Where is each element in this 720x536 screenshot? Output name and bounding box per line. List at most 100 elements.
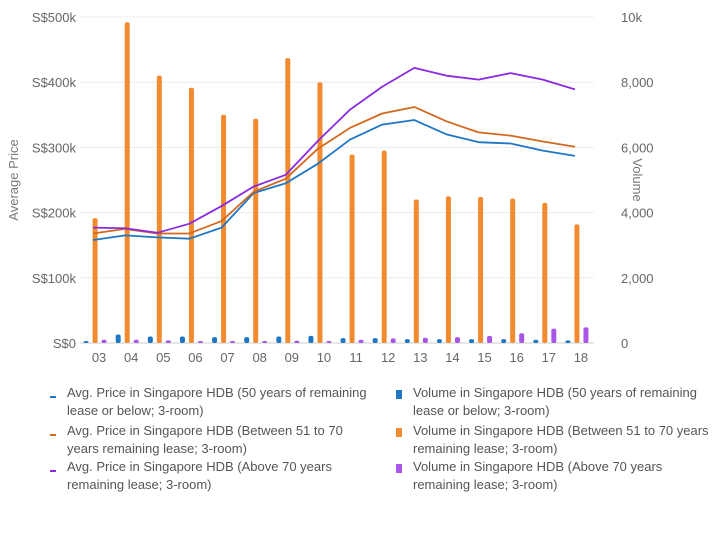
bar-2-15[interactable] bbox=[487, 335, 493, 343]
bar-0-11[interactable] bbox=[340, 338, 346, 343]
bar-2-14[interactable] bbox=[454, 337, 460, 343]
y-tick-label-left: S$400k bbox=[32, 75, 77, 90]
x-tick-label: 08 bbox=[252, 350, 266, 365]
bar-1-17[interactable] bbox=[542, 202, 548, 343]
line-series-1[interactable] bbox=[92, 106, 576, 235]
bar-1-14[interactable] bbox=[445, 196, 451, 343]
y-axis-title-right: Volume bbox=[630, 158, 645, 201]
bar-0-12[interactable] bbox=[372, 338, 378, 343]
bar-0-07[interactable] bbox=[212, 337, 218, 343]
bar-1-18[interactable] bbox=[574, 224, 580, 343]
bar-0-10[interactable] bbox=[308, 335, 314, 343]
bar-0-17[interactable] bbox=[533, 339, 539, 343]
bar-2-05[interactable] bbox=[165, 340, 171, 343]
bar-series bbox=[83, 22, 589, 344]
bar-1-11[interactable] bbox=[349, 154, 355, 343]
bar-1-10[interactable] bbox=[317, 82, 323, 343]
y-tick-label-left: S$100k bbox=[32, 271, 77, 286]
y-tick-label-left: S$0 bbox=[53, 336, 76, 351]
x-tick-label: 09 bbox=[285, 350, 299, 365]
bar-0-05[interactable] bbox=[147, 336, 153, 343]
bar-0-06[interactable] bbox=[179, 336, 185, 343]
bar-2-10[interactable] bbox=[326, 341, 332, 343]
y-tick-label-left: S$200k bbox=[32, 206, 77, 221]
legend-label: Volume in Singapore HDB (Above 70 years … bbox=[413, 459, 663, 492]
chart-area: S$0 S$100k S$200k S$300k S$400k S$500k 0 2,000 4… bbox=[6, 10, 654, 365]
bar-2-12[interactable] bbox=[390, 338, 396, 343]
legend-item-bar-1[interactable]: Volume in Singapore HDB (Between 51 to 7… bbox=[396, 422, 713, 458]
legend-label: Volume in Singapore HDB (50 years of rem… bbox=[413, 385, 697, 418]
bar-1-12[interactable] bbox=[381, 150, 387, 343]
bar-1-07[interactable] bbox=[221, 114, 227, 343]
bar-2-13[interactable] bbox=[422, 337, 428, 343]
line-series-0[interactable] bbox=[92, 119, 576, 241]
x-tick-label: 17 bbox=[542, 350, 556, 365]
legend-item-bar-2[interactable]: Volume in Singapore HDB (Above 70 years … bbox=[396, 458, 713, 494]
gridlines bbox=[80, 16, 594, 344]
bar-2-16[interactable] bbox=[519, 333, 525, 343]
legend-swatch-line-0 bbox=[50, 396, 56, 398]
line-series-2[interactable] bbox=[93, 66, 576, 234]
bar-2-18[interactable] bbox=[583, 327, 589, 343]
bar-1-05[interactable] bbox=[156, 75, 162, 344]
x-tick-label: 04 bbox=[124, 350, 138, 365]
bar-1-04[interactable] bbox=[124, 22, 130, 343]
legend-swatch-line-2 bbox=[50, 470, 56, 472]
bar-0-18[interactable] bbox=[565, 340, 571, 343]
x-tick-label: 06 bbox=[188, 350, 202, 365]
legend-item-line-2[interactable]: Avg. Price in Singapore HDB (Above 70 ye… bbox=[50, 458, 367, 494]
bar-2-08[interactable] bbox=[262, 341, 268, 343]
x-tick-label: 15 bbox=[477, 350, 491, 365]
x-tick-label: 12 bbox=[381, 350, 395, 365]
bar-0-09[interactable] bbox=[276, 336, 282, 343]
bar-0-13[interactable] bbox=[404, 339, 410, 343]
legend-item-line-0[interactable]: Avg. Price in Singapore HDB (50 years of… bbox=[50, 384, 367, 420]
y-tick-label-right: 10k bbox=[621, 10, 642, 25]
y-tick-label-left: S$300k bbox=[32, 140, 77, 155]
legend-swatch-bar-2 bbox=[396, 464, 402, 473]
bar-1-06[interactable] bbox=[188, 87, 194, 343]
legend: Avg. Price in Singapore HDB (50 years of… bbox=[0, 372, 720, 532]
legend-swatch-line-1 bbox=[50, 434, 56, 436]
y-tick-label-left: S$500k bbox=[32, 10, 77, 25]
bar-0-03[interactable] bbox=[83, 341, 89, 343]
y-tick-label-right: 2,000 bbox=[621, 271, 654, 286]
x-tick-label: 07 bbox=[220, 350, 234, 365]
bar-1-09[interactable] bbox=[285, 58, 291, 344]
bar-0-04[interactable] bbox=[115, 334, 121, 343]
legend-label: Avg. Price in Singapore HDB (50 years of… bbox=[67, 385, 367, 418]
y-tick-label-right: 6,000 bbox=[621, 140, 654, 155]
bar-2-03[interactable] bbox=[101, 339, 107, 343]
legend-swatch-bar-0 bbox=[396, 390, 402, 399]
bar-1-16[interactable] bbox=[510, 198, 516, 343]
x-tick-label: 10 bbox=[317, 350, 331, 365]
bar-2-06[interactable] bbox=[197, 341, 203, 343]
bar-2-17[interactable] bbox=[551, 328, 557, 343]
bar-0-14[interactable] bbox=[436, 339, 442, 343]
legend-item-line-1[interactable]: Avg. Price in Singapore HDB (Between 51 … bbox=[50, 422, 367, 458]
legend-label: Volume in Singapore HDB (Between 51 to 7… bbox=[413, 423, 709, 456]
bar-1-15[interactable] bbox=[478, 196, 484, 343]
x-tick-label: 16 bbox=[509, 350, 523, 365]
y-tick-label-right: 4,000 bbox=[621, 206, 654, 221]
legend-swatch-bar-1 bbox=[396, 428, 402, 437]
bar-2-09[interactable] bbox=[294, 340, 300, 343]
bar-0-08[interactable] bbox=[244, 337, 250, 343]
bar-1-08[interactable] bbox=[253, 118, 259, 343]
x-tick-label: 05 bbox=[156, 350, 170, 365]
bar-1-13[interactable] bbox=[413, 199, 419, 343]
legend-label: Avg. Price in Singapore HDB (Above 70 ye… bbox=[67, 459, 332, 492]
bar-2-11[interactable] bbox=[358, 339, 364, 343]
bar-0-15[interactable] bbox=[469, 339, 475, 343]
x-tick-label: 11 bbox=[349, 350, 363, 365]
bar-0-16[interactable] bbox=[501, 339, 507, 343]
line-series bbox=[92, 66, 576, 241]
x-tick-label: 14 bbox=[445, 350, 459, 365]
y-tick-label-right: 0 bbox=[621, 336, 628, 351]
bar-2-04[interactable] bbox=[133, 339, 139, 343]
axes: S$0 S$100k S$200k S$300k S$400k S$500k 0 2,000 4… bbox=[32, 10, 654, 365]
x-tick-label: 13 bbox=[413, 350, 427, 365]
bar-2-07[interactable] bbox=[230, 341, 236, 343]
bar-1-03[interactable] bbox=[92, 218, 98, 343]
legend-item-bar-0[interactable]: Volume in Singapore HDB (50 years of rem… bbox=[396, 384, 713, 420]
